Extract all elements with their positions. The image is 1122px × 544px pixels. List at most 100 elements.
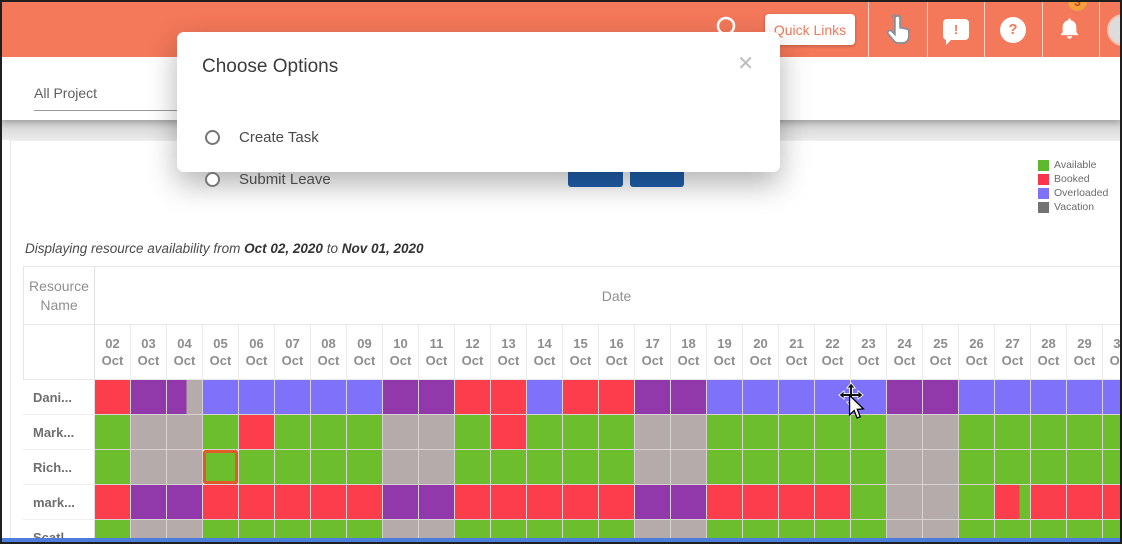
availability-cell[interactable] <box>455 380 491 415</box>
availability-cell[interactable] <box>1031 450 1067 485</box>
availability-cell[interactable] <box>491 380 527 415</box>
availability-cell[interactable] <box>239 380 275 415</box>
availability-cell[interactable] <box>455 415 491 450</box>
availability-cell[interactable] <box>671 485 707 520</box>
availability-cell[interactable] <box>1067 380 1103 415</box>
availability-cell[interactable] <box>995 415 1031 450</box>
availability-cell[interactable] <box>1103 450 1120 485</box>
availability-cell[interactable] <box>131 415 167 450</box>
availability-cell[interactable] <box>1103 380 1120 415</box>
availability-cell[interactable] <box>131 520 167 542</box>
availability-cell[interactable] <box>923 415 959 450</box>
modal-option-submit-leave[interactable]: Submit Leave <box>205 171 331 188</box>
availability-cell[interactable] <box>1103 485 1120 520</box>
bell-icon[interactable]: 3 <box>1054 2 1087 57</box>
avatar[interactable] <box>1107 14 1120 46</box>
availability-cell[interactable] <box>491 415 527 450</box>
availability-cell[interactable] <box>311 450 347 485</box>
availability-cell[interactable] <box>671 380 707 415</box>
availability-cell[interactable] <box>347 485 383 520</box>
availability-cell[interactable] <box>419 415 455 450</box>
project-filter-select[interactable]: All Project <box>34 85 194 111</box>
availability-cell[interactable] <box>599 415 635 450</box>
radio-icon[interactable] <box>205 172 220 187</box>
availability-cell[interactable] <box>203 380 239 415</box>
availability-cell[interactable] <box>419 520 455 542</box>
availability-cell[interactable] <box>311 380 347 415</box>
availability-cell[interactable] <box>851 485 887 520</box>
availability-cell[interactable] <box>851 450 887 485</box>
availability-cell[interactable] <box>779 415 815 450</box>
availability-cell[interactable] <box>239 520 275 542</box>
availability-cell[interactable] <box>239 485 275 520</box>
availability-cell[interactable] <box>347 415 383 450</box>
availability-cell[interactable] <box>563 520 599 542</box>
availability-cell[interactable] <box>779 380 815 415</box>
availability-cell[interactable] <box>707 520 743 542</box>
resource-name-cell[interactable]: mark... <box>23 485 95 520</box>
availability-cell[interactable] <box>707 485 743 520</box>
availability-cell[interactable] <box>275 450 311 485</box>
availability-cell[interactable] <box>95 415 131 450</box>
availability-cell[interactable] <box>743 485 779 520</box>
availability-cell[interactable] <box>959 520 995 542</box>
availability-cell[interactable] <box>635 380 671 415</box>
availability-cell[interactable] <box>527 520 563 542</box>
availability-cell[interactable] <box>743 380 779 415</box>
availability-cell[interactable] <box>419 450 455 485</box>
availability-cell[interactable] <box>959 485 995 520</box>
availability-cell[interactable] <box>1031 415 1067 450</box>
availability-cell[interactable] <box>671 450 707 485</box>
availability-cell[interactable] <box>455 520 491 542</box>
availability-cell[interactable] <box>599 485 635 520</box>
availability-cell[interactable] <box>995 380 1031 415</box>
availability-cell[interactable] <box>959 450 995 485</box>
availability-cell[interactable] <box>167 520 203 542</box>
availability-cell[interactable] <box>311 485 347 520</box>
availability-cell[interactable] <box>959 415 995 450</box>
availability-cell[interactable] <box>599 380 635 415</box>
availability-cell[interactable] <box>95 485 131 520</box>
availability-cell[interactable] <box>887 415 923 450</box>
availability-cell[interactable] <box>779 450 815 485</box>
availability-cell[interactable] <box>131 380 167 415</box>
availability-cell[interactable] <box>167 415 203 450</box>
availability-cell[interactable] <box>635 485 671 520</box>
availability-cell[interactable] <box>815 415 851 450</box>
availability-cell[interactable] <box>203 485 239 520</box>
hand-click-icon[interactable] <box>881 2 915 57</box>
feedback-bubble-icon[interactable]: ! <box>942 2 970 57</box>
availability-cell[interactable] <box>815 380 851 415</box>
availability-cell[interactable] <box>707 415 743 450</box>
availability-cell[interactable] <box>491 520 527 542</box>
availability-cell[interactable] <box>851 520 887 542</box>
radio-icon[interactable] <box>205 130 220 145</box>
availability-cell[interactable] <box>419 485 455 520</box>
availability-cell[interactable] <box>635 415 671 450</box>
resource-name-cell[interactable]: Dani... <box>23 380 95 415</box>
availability-cell[interactable] <box>923 520 959 542</box>
availability-cell[interactable] <box>383 485 419 520</box>
availability-cell[interactable] <box>167 380 203 415</box>
close-icon[interactable]: ✕ <box>737 53 754 75</box>
availability-cell[interactable] <box>167 450 203 485</box>
availability-cell[interactable] <box>851 380 887 415</box>
help-icon[interactable]: ? <box>999 2 1027 57</box>
availability-cell[interactable] <box>1103 520 1120 542</box>
availability-cell[interactable] <box>347 450 383 485</box>
resource-name-cell[interactable]: Rich... <box>23 450 95 485</box>
availability-cell[interactable] <box>671 415 707 450</box>
availability-cell[interactable] <box>1067 520 1103 542</box>
availability-cell[interactable] <box>851 415 887 450</box>
availability-cell[interactable] <box>1031 520 1067 542</box>
availability-cell[interactable] <box>563 415 599 450</box>
availability-cell[interactable] <box>815 520 851 542</box>
availability-cell[interactable] <box>923 450 959 485</box>
availability-cell[interactable] <box>1031 485 1067 520</box>
availability-cell[interactable] <box>599 520 635 542</box>
availability-cell[interactable] <box>383 380 419 415</box>
availability-cell[interactable] <box>131 450 167 485</box>
availability-cell[interactable] <box>239 450 275 485</box>
availability-cell[interactable] <box>527 380 563 415</box>
availability-cell[interactable] <box>743 450 779 485</box>
